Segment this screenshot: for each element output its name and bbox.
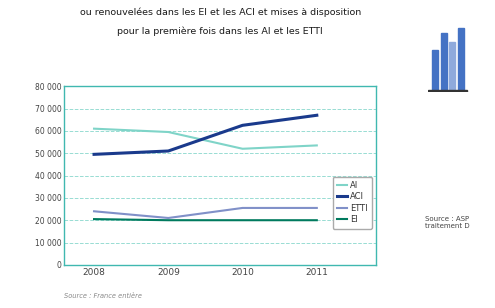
Bar <box>432 50 438 92</box>
Text: Source : France entière: Source : France entière <box>64 293 143 299</box>
Bar <box>428 90 466 92</box>
Text: pour la première fois dans les AI et les ETTI: pour la première fois dans les AI et les… <box>117 26 323 36</box>
Text: ou renouvelées dans les EI et les ACI et mises à disposition: ou renouvelées dans les EI et les ACI et… <box>80 8 361 17</box>
Bar <box>458 28 464 92</box>
Bar <box>449 42 455 92</box>
Bar <box>441 33 446 92</box>
Legend: AI, ACI, ETTI, EI: AI, ACI, ETTI, EI <box>333 177 372 229</box>
Text: Source : ASP
traitement D: Source : ASP traitement D <box>425 216 469 229</box>
